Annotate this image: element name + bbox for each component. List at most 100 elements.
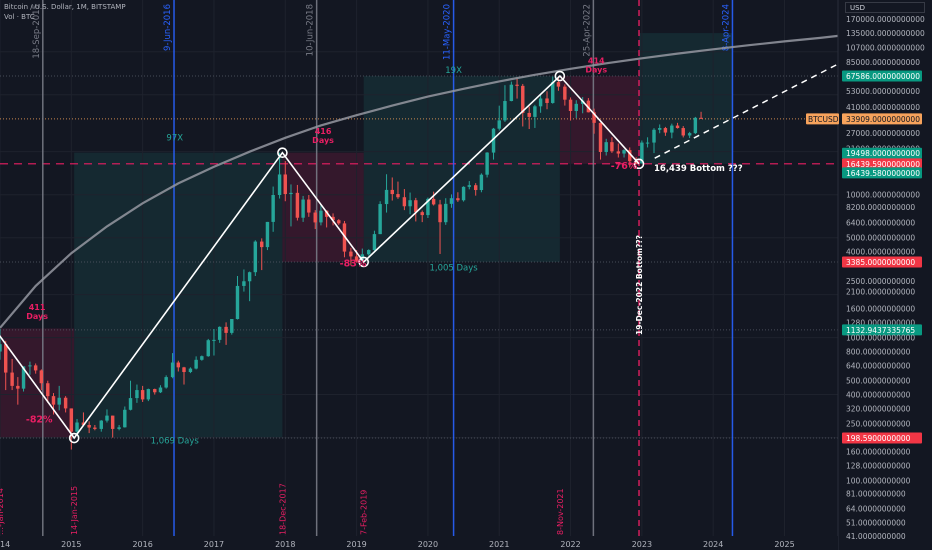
price-tick-label: 81.0000000000 [846, 490, 906, 499]
candle-body [117, 427, 121, 429]
candle-body [158, 387, 163, 393]
log-growth-curve [0, 34, 839, 329]
cycle-node [277, 147, 288, 158]
candle-body [69, 408, 74, 432]
candle-body [538, 98, 543, 107]
candle-body [200, 356, 204, 360]
price-tick-label: 85000.0000000000 [846, 58, 920, 67]
candle-body [438, 204, 442, 223]
growth-curve-line [0, 34, 839, 329]
date-line-label: 18-Sep-2015 [32, 4, 42, 59]
candle-body [283, 174, 287, 195]
bottom-date-label: …-Jan-2014 [0, 488, 5, 535]
price-axis[interactable]: 170000.0000000000 135000.0000000000 107000… [806, 0, 932, 550]
price-tick-label: 170000.0000000000 [846, 15, 925, 24]
chart-title: Bitcoin / U.S. Dollar, 1M, BITSTAMP [4, 3, 126, 11]
candle-body [527, 112, 531, 117]
drawdown-pct-label: -83% [340, 258, 367, 269]
candle-body [420, 212, 424, 216]
candle-body [515, 84, 519, 86]
cycle-path [0, 63, 839, 444]
year-tick-label: 2020 [418, 540, 438, 549]
candle-body [634, 161, 638, 164]
candle-body [396, 194, 400, 198]
price-highlight-box [842, 158, 922, 170]
candle-body [408, 200, 412, 207]
candle-body [337, 220, 341, 224]
price-highlight-label: 198.5900000000 [846, 434, 911, 443]
price-tick-label: 27000.0000000000 [846, 129, 920, 138]
time-axis[interactable]: 2014 2015 2016 2017 2018 2019 2020 2021 2022 2023… [0, 536, 838, 550]
price-tick-label: 1000.0000000000 [846, 334, 915, 343]
price-highlight-label: 1132.9437335765 [846, 326, 915, 335]
candle-body [63, 397, 68, 409]
candle-body [176, 362, 181, 368]
year-tick-label: 2019 [346, 540, 366, 549]
candle-body [93, 427, 97, 429]
candle-body [574, 103, 578, 111]
candle-body [675, 125, 680, 129]
candle-body [182, 367, 186, 373]
candle-body [485, 152, 489, 175]
candle-body [16, 385, 20, 389]
year-tick-label: 2015 [61, 540, 81, 549]
drawdown-pct-label: -76% [611, 161, 638, 172]
candle-body [277, 174, 282, 196]
candle-body [670, 125, 674, 133]
candle-body [640, 142, 644, 164]
price-axis-bg [838, 0, 932, 550]
gain-multiple-label: 19X [445, 66, 462, 76]
price-highlight-label: 19498.0000000000 [846, 149, 920, 158]
symbol-tag [806, 113, 839, 125]
candle-body [0, 344, 2, 352]
candle-body [657, 128, 662, 130]
candle-body [21, 366, 26, 389]
candle-body [645, 142, 650, 144]
candle-body [622, 150, 626, 154]
bull-duration-label: 1,005 Days [429, 263, 478, 273]
candle-body [491, 128, 496, 153]
candle-body [414, 200, 418, 213]
candle-body [57, 397, 61, 405]
price-tick-label: 320.0000000000 [846, 404, 911, 413]
price-highlight-box [842, 324, 922, 336]
candle-body [313, 212, 317, 223]
price-highlight-box [842, 432, 922, 444]
date-line-label: 9-Jun-2016 [163, 4, 173, 51]
price-tick-label: 4000.0000000000 [846, 248, 915, 257]
currency-button[interactable]: USD [845, 2, 925, 13]
candle-body [444, 203, 448, 223]
candle-body [212, 339, 216, 341]
price-tick-label: 500.0000000000 [846, 377, 911, 386]
candle-body [372, 234, 377, 251]
candle-body [105, 415, 109, 421]
price-highlight-box [842, 256, 922, 268]
bear-duration-unit: Days [312, 136, 334, 145]
candle-body [367, 250, 371, 255]
candle-body [87, 424, 91, 428]
candle-body [319, 210, 323, 223]
candle-body [467, 185, 471, 187]
candle-body [289, 192, 293, 195]
year-tick-label: 2016 [132, 540, 152, 549]
price-tick-label: 400.0000000000 [846, 391, 911, 400]
candle-body [479, 174, 484, 191]
candle-body [135, 390, 139, 399]
candle-body [194, 359, 198, 369]
price-tick-label: 5000.0000000000 [846, 234, 915, 243]
price-highlight-label: 16439.5900000000 [846, 160, 920, 169]
year-tick-label: 2024 [703, 540, 723, 549]
price-highlight-label: 67586.0000000000 [846, 72, 920, 81]
price-tick-label: 51.0000000000 [846, 518, 906, 527]
candle-body [431, 198, 436, 205]
bottom-date-label: 7-Feb-2019 [360, 490, 369, 535]
price-tick-label: 107000.0000000000 [846, 44, 925, 53]
price-tick-label: 1600.0000000000 [846, 304, 915, 313]
price-tick-label: 41.0000000000 [846, 532, 906, 541]
candle-body [33, 365, 38, 371]
candle-body [46, 383, 50, 397]
price-tick-label: 160.0000000000 [846, 447, 911, 456]
candlestick-series [0, 76, 703, 450]
candle-body [449, 198, 454, 204]
